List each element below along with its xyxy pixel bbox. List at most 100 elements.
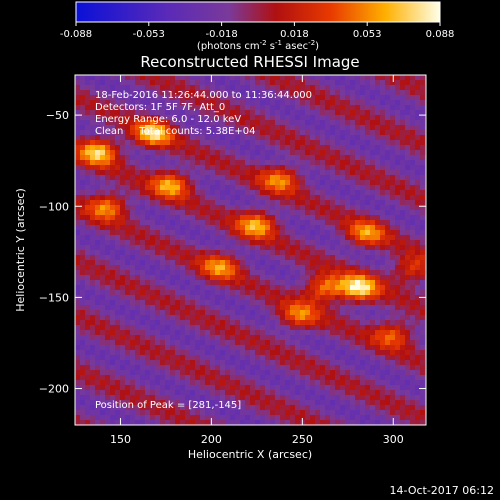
heatmap-cell [325, 150, 330, 155]
heatmap-cell [270, 165, 275, 170]
heatmap-cell [195, 310, 200, 315]
heatmap-cell [310, 250, 315, 255]
heatmap-cell [295, 235, 300, 240]
heatmap-cell [145, 175, 150, 180]
heatmap-cell [385, 105, 390, 110]
heatmap-cell [305, 125, 310, 130]
heatmap-cell [320, 170, 325, 175]
heatmap-cell [415, 355, 420, 360]
heatmap-cell [120, 325, 125, 330]
heatmap-cell [325, 100, 330, 105]
heatmap-cell [250, 390, 255, 395]
heatmap-cell [245, 175, 250, 180]
heatmap-cell [420, 335, 425, 340]
heatmap-cell [330, 100, 335, 105]
heatmap-cell [140, 250, 145, 255]
heatmap-cell [330, 190, 335, 195]
heatmap-cell [110, 235, 115, 240]
heatmap-cell [220, 330, 225, 335]
heatmap-cell [345, 195, 350, 200]
heatmap-cell [310, 415, 315, 420]
heatmap-cell [200, 305, 205, 310]
heatmap-cell [290, 180, 295, 185]
heatmap-cell [140, 130, 145, 135]
heatmap-cell [90, 390, 95, 395]
heatmap-cell [295, 110, 300, 115]
heatmap-cell [320, 300, 325, 305]
heatmap-cell [130, 245, 135, 250]
heatmap-cell [225, 220, 230, 225]
heatmap-cell [405, 105, 410, 110]
heatmap-cell [315, 235, 320, 240]
heatmap-cell [255, 230, 260, 235]
heatmap-cell [275, 345, 280, 350]
heatmap-cell [220, 80, 225, 85]
heatmap-cell [75, 105, 80, 110]
heatmap-cell [145, 220, 150, 225]
heatmap-cell [375, 205, 380, 210]
heatmap-cell [330, 135, 335, 140]
heatmap-cell [225, 325, 230, 330]
heatmap-cell [370, 405, 375, 410]
heatmap-cell [260, 345, 265, 350]
heatmap-cell [205, 200, 210, 205]
heatmap-cell [275, 350, 280, 355]
heatmap-cell [115, 290, 120, 295]
heatmap-cell [205, 335, 210, 340]
heatmap-cell [185, 240, 190, 245]
heatmap-cell [340, 240, 345, 245]
heatmap-cell [395, 215, 400, 220]
heatmap-cell [160, 235, 165, 240]
heatmap-cell [275, 90, 280, 95]
heatmap-cell [195, 360, 200, 365]
heatmap-cell [245, 135, 250, 140]
heatmap-cell [140, 85, 145, 90]
heatmap-cell [225, 85, 230, 90]
heatmap-cell [130, 95, 135, 100]
heatmap-cell [285, 420, 290, 425]
heatmap-cell [290, 350, 295, 355]
colorbar-ticks: -0.088 -0.053 -0.018 0.018 0.053 0.088 [60, 22, 454, 40]
heatmap-cell [420, 230, 425, 235]
heatmap-cell [340, 320, 345, 325]
heatmap-cell [205, 130, 210, 135]
heatmap-cell [135, 135, 140, 140]
heatmap-cell [415, 215, 420, 220]
heatmap-cell [195, 165, 200, 170]
heatmap-cell [235, 315, 240, 320]
heatmap-cell [310, 260, 315, 265]
heatmap-cell [265, 200, 270, 205]
heatmap-cell [285, 360, 290, 365]
heatmap-cell [260, 245, 265, 250]
heatmap-cell [80, 180, 85, 185]
heatmap-cell [75, 315, 80, 320]
heatmap-cell [125, 335, 130, 340]
heatmap-cell [295, 410, 300, 415]
heatmap-cell [320, 320, 325, 325]
heatmap-cell [280, 235, 285, 240]
heatmap-cell [215, 310, 220, 315]
heatmap-cell [225, 365, 230, 370]
heatmap-cell [85, 200, 90, 205]
heatmap-cell [365, 175, 370, 180]
heatmap-cell [370, 210, 375, 215]
heatmap-cell [215, 145, 220, 150]
heatmap-cell [390, 315, 395, 320]
heatmap-cell [375, 420, 380, 425]
heatmap-cell [75, 150, 80, 155]
heatmap-cell [325, 175, 330, 180]
heatmap-cell [265, 300, 270, 305]
heatmap-cell [85, 215, 90, 220]
heatmap-cell [200, 260, 205, 265]
heatmap-cell [205, 420, 210, 425]
heatmap-cell [155, 220, 160, 225]
heatmap-cell [90, 120, 95, 125]
heatmap-cell [175, 260, 180, 265]
heatmap-cell [160, 100, 165, 105]
heatmap-cell [205, 85, 210, 90]
heatmap-cell [310, 325, 315, 330]
heatmap-cell [210, 185, 215, 190]
heatmap-cell [150, 130, 155, 135]
heatmap-cell [100, 345, 105, 350]
heatmap-cell [365, 255, 370, 260]
